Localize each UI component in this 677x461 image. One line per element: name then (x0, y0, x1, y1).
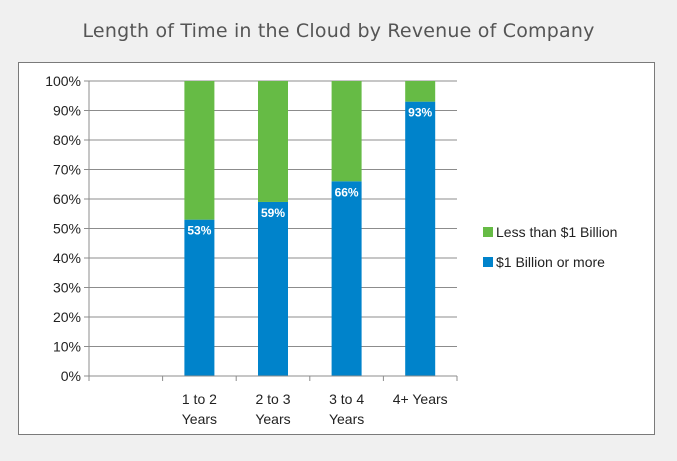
x-tick-label: 4+ Years (393, 391, 448, 407)
stacked-bar-chart: 0% 10% 20% 30% 40% 50% 60% 70% 80% 90% 100% 53% 1 to… (45, 73, 617, 427)
bar-segment (184, 219, 215, 376)
bar-segment (184, 81, 215, 220)
chart-area: 0% 10% 20% 30% 40% 50% 60% 70% 80% 90% 100% 53% 1 to… (18, 62, 655, 435)
y-tick-label: 20% (53, 309, 81, 325)
legend-swatch (483, 227, 493, 237)
bar-segment (331, 81, 362, 182)
y-tick-label: 10% (53, 339, 81, 355)
axes (84, 80, 458, 381)
x-tick-label: 1 to 2 (182, 391, 217, 407)
x-tick-label: 2 to 3 (255, 391, 290, 407)
legend-swatch (483, 257, 493, 267)
bar-segment (258, 201, 288, 376)
labels: 0% 10% 20% 30% 40% 50% 60% 70% 80% 90% 100% 53% 1 to… (45, 73, 447, 427)
legend-entry: Less than $1 Billion (496, 224, 617, 240)
legend-entry: $1 Billion or more (496, 254, 605, 270)
legend: Less than $1 Billion $1 Billion or more (483, 224, 617, 270)
bar-segment (405, 101, 436, 377)
data-label: 59% (261, 206, 285, 220)
data-label: 66% (335, 185, 359, 199)
bars (184, 81, 436, 377)
chart-title: Length of Time in the Cloud by Revenue o… (82, 20, 595, 42)
x-tick-label: 3 to 4 (329, 391, 364, 407)
y-tick-label: 100% (45, 73, 81, 89)
y-tick-label: 30% (53, 280, 81, 296)
y-tick-label: 50% (53, 221, 81, 237)
y-tick-label: 70% (53, 162, 81, 178)
bar-segment (405, 81, 436, 102)
y-tick-label: 60% (53, 191, 81, 207)
x-tick-label: Years (255, 411, 290, 427)
bar-segment (258, 81, 288, 202)
x-tick-label: Years (182, 411, 217, 427)
y-tick-label: 90% (53, 103, 81, 119)
data-label: 93% (408, 106, 432, 120)
x-tick-label: Years (329, 411, 364, 427)
y-tick-label: 80% (53, 132, 81, 148)
bar-segment (331, 181, 362, 376)
y-tick-label: 40% (53, 250, 81, 266)
y-tick-label: 0% (61, 368, 81, 384)
data-label: 53% (187, 224, 211, 238)
